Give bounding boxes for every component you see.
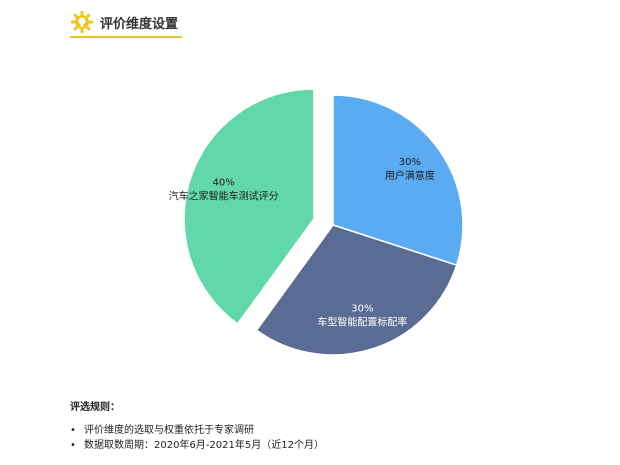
gear-lightbulb-icon (71, 11, 93, 33)
pie-slice (255, 224, 458, 356)
rules-item: 评价维度的选取与权重依托于专家调研 (70, 423, 324, 438)
slice-category-label: 车型智能配置标配率 (317, 315, 407, 328)
pie-slice (332, 94, 464, 267)
slice-value-label: 30% (351, 303, 373, 314)
section-title: 评价维度设置 (100, 17, 179, 32)
slice-category-label: 汽车之家智能车测试评分 (169, 189, 279, 202)
rules-item: 数据取数周期：2020年6月-2021年5月（近12个月） (70, 438, 324, 453)
rules-title: 评选规则： (70, 402, 120, 413)
rules-section: 评选规则： 评价维度的选取与权重依托于专家调研 数据取数周期：2020年6月-2… (70, 398, 324, 453)
rules-list: 评价维度的选取与权重依托于专家调研 数据取数周期：2020年6月-2021年5月… (70, 423, 324, 453)
slice-value-label: 30% (399, 157, 421, 168)
slice-value-label: 40% (213, 177, 235, 188)
slice-category-label: 用户满意度 (385, 169, 435, 182)
section-header: 评价维度设置 (70, 10, 182, 38)
pie-slice (183, 88, 315, 326)
